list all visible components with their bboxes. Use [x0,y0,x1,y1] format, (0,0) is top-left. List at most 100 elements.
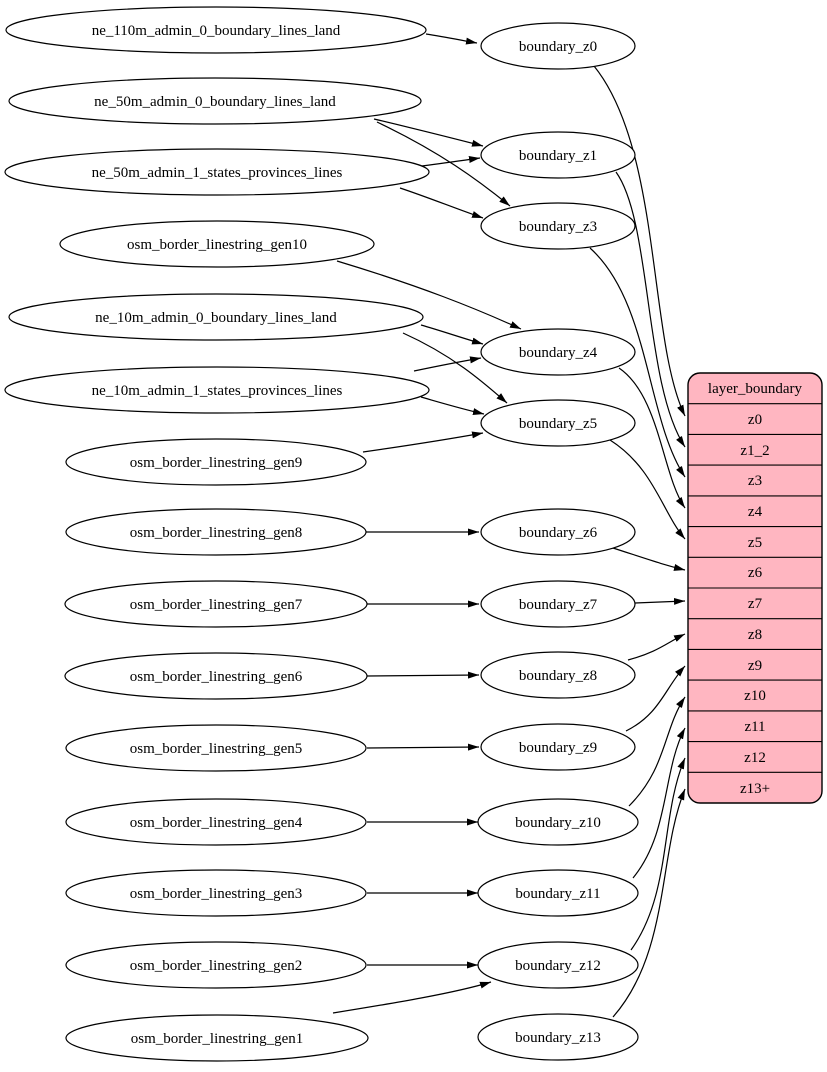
edge-boundary-z0-to-row-z0 [593,65,686,417]
table-row-z4: z4 [748,504,763,520]
node-label: boundary_z4 [519,345,598,361]
edges-stage-to-table [589,65,686,1018]
node-shape [477,941,639,989]
edge-ne10m0-to-boundary-z5 [402,332,508,404]
edge-boundary-z8-to-row-z8 [627,633,686,661]
node-shape [477,798,639,846]
stage-node-boundary-z12: boundary_z12 [477,941,639,989]
edge-boundary-z10-to-row-z10 [628,696,686,807]
node-shape [477,1013,639,1061]
edge-boundary-z4-to-row-z4 [618,367,686,509]
source-node-ne-10m-admin-1-states-provinces-lines: ne_10m_admin_1_states_provinces_lines [4,366,430,414]
edge-boundary-z12-to-row-z12 [630,757,686,951]
node-shape [65,798,367,846]
layer-boundary-table: layer_boundary z0 z1_2 z3 z4 z5 z6 z7 z8… [687,372,823,804]
node-shape [480,508,636,556]
node-shape [480,651,636,699]
source-node-ne-50m-admin-1-states-provinces-lines: ne_50m_admin_1_states_provinces_lines [4,148,430,196]
edge-gen9-to-boundary-z5 [362,431,484,453]
source-node-ne-10m-admin-0-boundary-lines-land: ne_10m_admin_0_boundary_lines_land [8,293,424,341]
edge-gen6-to-boundary-z8 [366,671,480,679]
table-row-z1-2: z1_2 [740,443,769,459]
edge-boundary-z5-to-row-z5 [609,439,686,540]
table-row-z6: z6 [748,565,763,581]
node-shape [65,1014,369,1062]
node-label: ne_50m_admin_1_states_provinces_lines [92,165,343,181]
stage-node-boundary-z8: boundary_z8 [480,651,636,699]
table-row-z10: z10 [744,688,766,704]
edge-gen5-to-boundary-z9 [366,743,480,751]
source-node-osm-border-linestring-gen8: osm_border_linestring_gen8 [65,508,367,556]
node-label: osm_border_linestring_gen10 [127,237,307,253]
node-label: osm_border_linestring_gen2 [130,958,302,974]
edge-boundary-z3-to-row-z3 [589,247,686,478]
edge-ne50m0-to-boundary-z1 [373,118,484,147]
node-shape [8,77,422,125]
stage-node-boundary-z5: boundary_z5 [480,399,636,447]
node-label: boundary_z7 [519,597,598,613]
edge-boundary-z11-to-row-z11 [632,727,686,879]
edges-source-to-stage [332,33,522,1014]
node-label: osm_border_linestring_gen3 [130,886,302,902]
node-shape [480,328,636,376]
edge-ne50m1-to-boundary-z3 [399,187,484,219]
node-shape [64,580,368,628]
source-node-osm-border-linestring-gen4: osm_border_linestring_gen4 [65,798,367,846]
source-node-ne-50m-admin-0-boundary-lines-land: ne_50m_admin_0_boundary_lines_land [8,77,422,125]
node-shape [59,220,375,268]
table-row-z7: z7 [748,596,763,612]
table-row-z11: z11 [744,719,765,735]
source-node-osm-border-linestring-gen5: osm_border_linestring_gen5 [65,724,367,772]
node-shape [65,941,367,989]
stage-node-boundary-z7: boundary_z7 [480,580,636,628]
node-shape [480,202,636,250]
table-row-z13p: z13+ [740,781,770,797]
node-label: ne_110m_admin_0_boundary_lines_land [92,23,341,39]
source-node-osm-border-linestring-gen9: osm_border_linestring_gen9 [65,438,367,486]
node-shape [5,6,427,54]
node-label: boundary_z9 [519,740,597,756]
edge-ne10m1-to-boundary-z5 [420,396,485,415]
node-shape [480,723,636,771]
table-row-z8: z8 [748,627,762,643]
table-row-z5: z5 [748,535,762,551]
node-shape [8,293,424,341]
source-node-osm-border-linestring-gen6: osm_border_linestring_gen6 [64,652,368,700]
node-label: boundary_z11 [515,886,600,902]
stage-node-boundary-z6: boundary_z6 [480,508,636,556]
node-shape [480,580,636,628]
node-label: boundary_z5 [519,416,597,432]
node-label: osm_border_linestring_gen8 [130,525,302,541]
node-shape [65,438,367,486]
node-label: boundary_z8 [519,668,597,684]
node-label: osm_border_linestring_gen9 [130,455,302,471]
stage-node-boundary-z1: boundary_z1 [480,131,636,179]
node-label: ne_50m_admin_0_boundary_lines_land [94,94,336,110]
node-label: osm_border_linestring_gen4 [130,815,303,831]
edge-ne50m0-to-boundary-z3 [376,121,511,207]
edge-boundary-z1-to-row-z1-2 [615,171,686,448]
node-label: ne_10m_admin_1_states_provinces_lines [92,383,343,399]
node-label: boundary_z3 [519,219,597,235]
node-shape [4,366,430,414]
node-label: boundary_z13 [515,1030,601,1046]
node-shape [480,131,636,179]
node-label: boundary_z12 [515,958,601,974]
node-shape [65,724,367,772]
node-label: boundary_z0 [519,39,597,55]
node-label: osm_border_linestring_gen1 [131,1031,303,1047]
edge-gen10-to-boundary-z4 [336,260,522,330]
edge-ne10m1-to-boundary-z4 [413,356,482,372]
source-node-ne-110m-admin-0-boundary-lines-land: ne_110m_admin_0_boundary_lines_land [5,6,427,54]
stage-node-boundary-z11: boundary_z11 [477,869,639,917]
edge-boundary-z7-to-row-z7 [634,597,686,605]
node-label: osm_border_linestring_gen7 [130,597,303,613]
node-label: osm_border_linestring_gen5 [130,741,302,757]
node-shape [4,148,430,196]
stage-node-boundary-z10: boundary_z10 [477,798,639,846]
node-label: ne_10m_admin_0_boundary_lines_land [95,310,337,326]
stage-node-boundary-z4: boundary_z4 [480,328,636,376]
table-row-z3: z3 [748,473,762,489]
node-shape [65,869,367,917]
